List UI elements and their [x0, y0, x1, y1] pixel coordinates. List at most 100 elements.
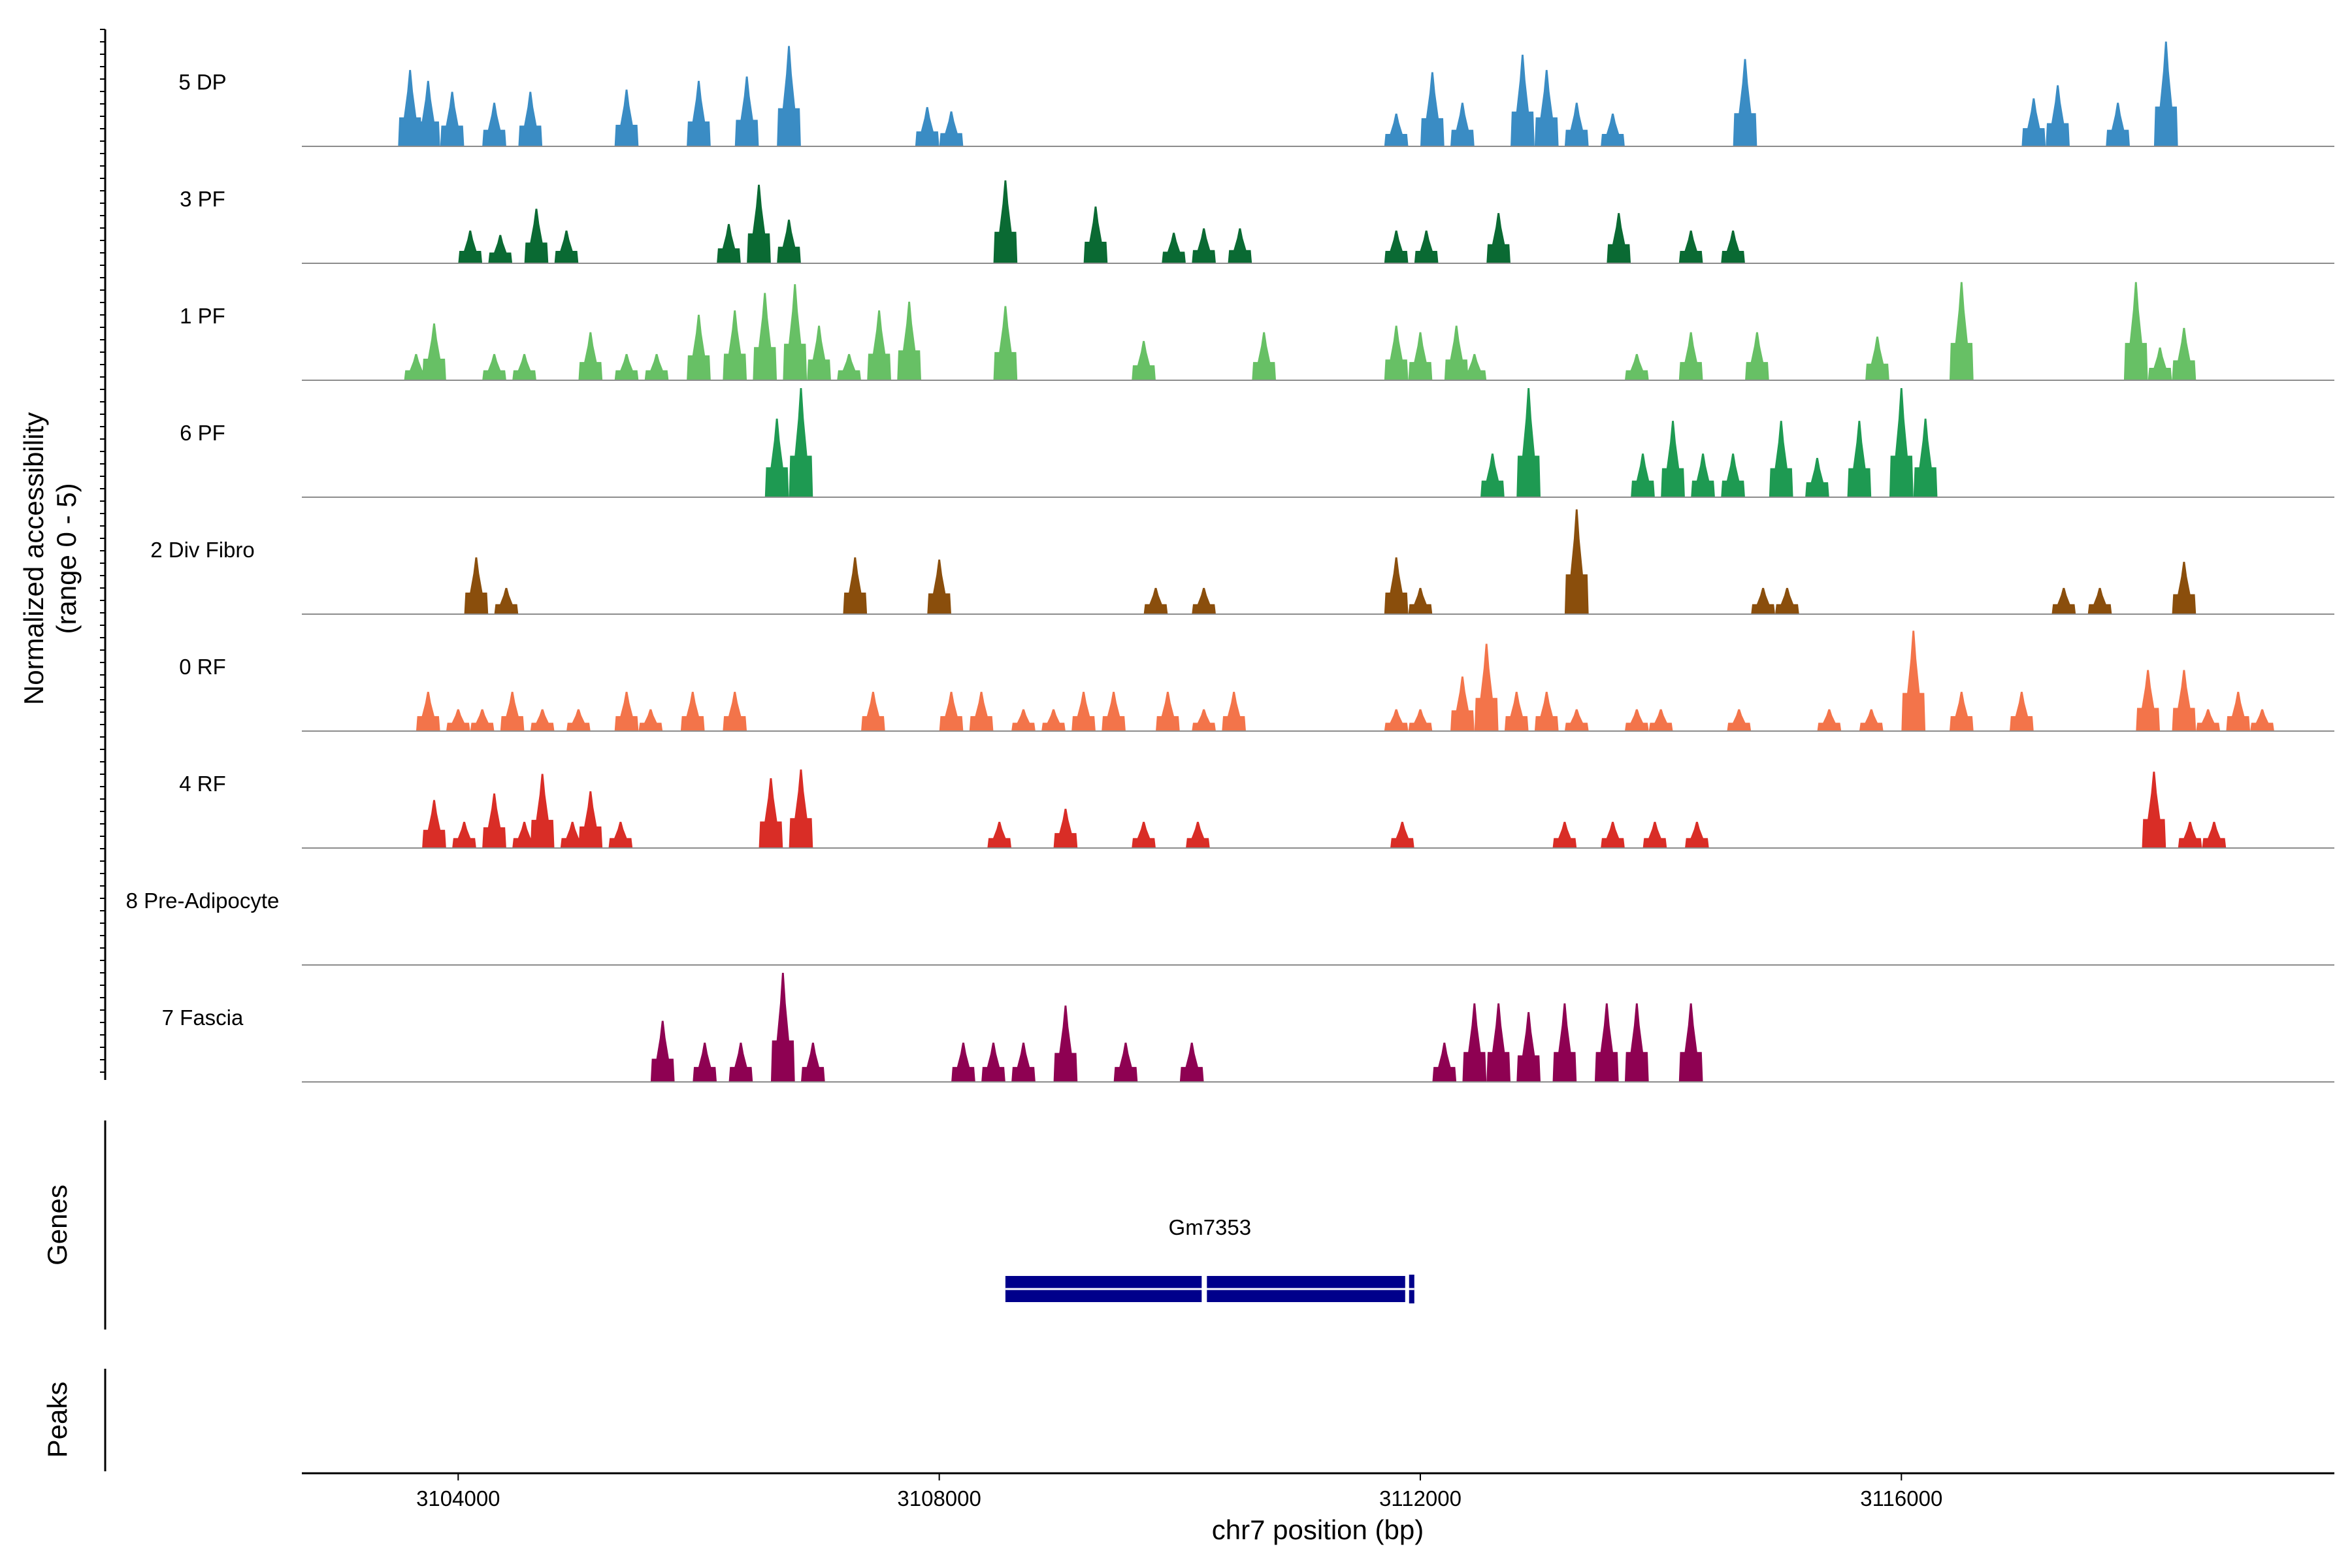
coverage-peak — [1132, 821, 1156, 848]
coverage-peak — [524, 208, 549, 263]
coverage-peak — [1901, 630, 1926, 731]
track-label: 0 RF — [179, 655, 226, 679]
coverage-peak — [2172, 561, 2197, 614]
coverage-peak — [777, 220, 801, 263]
coverage-peak — [1474, 644, 1499, 731]
track-label: 8 Pre-Adipocyte — [126, 889, 280, 913]
gene-track: Gm7353 — [1005, 1215, 1414, 1303]
coverage-peak — [1192, 228, 1216, 263]
coverage-peak — [680, 691, 705, 731]
coverage-peak — [1504, 691, 1529, 731]
track-5-dp: 5 DP — [178, 41, 2334, 147]
coverage-peak — [1053, 1005, 1078, 1082]
coverage-peak — [1408, 332, 1433, 380]
coverage-peak — [1661, 421, 1685, 497]
coverage-peak — [458, 230, 483, 263]
coverage-peak — [1552, 821, 1577, 848]
coverage-peak — [452, 821, 476, 848]
coverage-peak — [723, 691, 747, 731]
coverage-peak — [770, 973, 795, 1082]
coverage-peak — [1041, 709, 1066, 731]
coverage-peak — [1721, 230, 1745, 263]
coverage-peak — [1414, 230, 1439, 263]
track-3-pf: 3 PF — [180, 180, 2334, 264]
coverage-peak — [1384, 113, 1409, 146]
coverage-peak — [969, 691, 994, 731]
coverage-peak — [2202, 821, 2227, 848]
track-4-rf: 4 RF — [179, 769, 2334, 849]
coverage-peak — [644, 353, 669, 380]
track-7-fascia: 7 Fascia — [162, 973, 2334, 1083]
coverage-peak — [1156, 691, 1180, 731]
coverage-peak — [1631, 453, 1655, 497]
coverage-peak — [2021, 98, 2046, 146]
coverage-peak — [1751, 587, 1775, 614]
coverage-peak — [650, 1021, 675, 1082]
coverage-peak — [1564, 709, 1589, 731]
coverage-peak — [2178, 821, 2202, 848]
peaks-panel-label: Peaks — [42, 1382, 73, 1458]
coverage-peak — [470, 709, 495, 731]
coverage-peak — [1113, 1042, 1138, 1082]
coverage-peak — [734, 76, 759, 146]
coverage-peak — [1011, 1042, 1036, 1082]
coverage-peak — [1865, 336, 1889, 380]
coverage-peak — [1186, 821, 1210, 848]
coverage-peak — [488, 235, 513, 263]
coverage-peak — [1408, 587, 1433, 614]
coverage-peak — [2172, 670, 2197, 731]
coverage-peak — [1949, 691, 1974, 731]
coverage-peak — [578, 332, 603, 380]
coverage-peak — [728, 1042, 753, 1082]
coverage-peak — [416, 691, 440, 731]
coverage-peak — [554, 230, 579, 263]
coverage-peak — [482, 103, 506, 146]
coverage-peak — [1678, 332, 1703, 380]
coverage-peak — [1516, 388, 1541, 497]
coverage-peak — [1071, 691, 1096, 731]
coverage-peak — [1192, 587, 1216, 614]
coverage-peak — [422, 800, 446, 848]
coverage-y-ticks — [100, 29, 105, 1073]
coverage-peak — [2106, 103, 2131, 146]
coverage-peak — [723, 310, 747, 380]
coverage-peak — [1252, 332, 1277, 380]
coverage-peak — [897, 301, 921, 380]
coverage-peak — [1601, 821, 1625, 848]
coverage-peak — [747, 184, 771, 263]
coverage-peak — [1408, 709, 1433, 731]
gene-gm7353: Gm7353 — [1005, 1215, 1414, 1303]
coverage-peak — [2087, 587, 2112, 614]
coverage-peak — [608, 821, 633, 848]
coverage-peak — [422, 323, 446, 380]
coverage-peak — [687, 314, 711, 380]
coverage-peak — [482, 793, 506, 848]
coverage-peak — [1162, 233, 1186, 263]
coverage-peak — [2172, 327, 2197, 380]
y-axis-title: Normalized accessibility (range 0 - 5) — [18, 412, 82, 705]
coverage-peak — [614, 691, 639, 731]
coverage-peak — [1594, 1003, 1619, 1082]
coverage-peak — [1745, 332, 1769, 380]
coverage-peak — [1817, 709, 1842, 731]
coverage-peak — [1462, 1003, 1487, 1082]
coverage-peak — [1222, 691, 1247, 731]
coverage-peak — [416, 80, 440, 146]
coverage-peak — [494, 587, 519, 614]
coverage-peak — [2250, 709, 2274, 731]
coverage-peak — [1179, 1042, 1204, 1082]
coverage-peak — [1805, 457, 1829, 497]
coverage-peak — [1624, 353, 1649, 380]
coverage-peak — [1678, 1003, 1703, 1082]
track-label: 5 DP — [178, 70, 226, 94]
coverage-peak — [578, 791, 603, 848]
coverage-peak — [987, 821, 1012, 848]
x-axis-label: chr7 position (bp) — [1212, 1514, 1424, 1545]
coverage-peak — [1486, 1003, 1511, 1082]
coverage-peak — [1384, 709, 1409, 731]
coverage-peak — [512, 353, 536, 380]
x-tick-label: 3104000 — [416, 1486, 500, 1511]
track-label: 6 PF — [180, 421, 225, 445]
coverage-peak — [482, 353, 506, 380]
